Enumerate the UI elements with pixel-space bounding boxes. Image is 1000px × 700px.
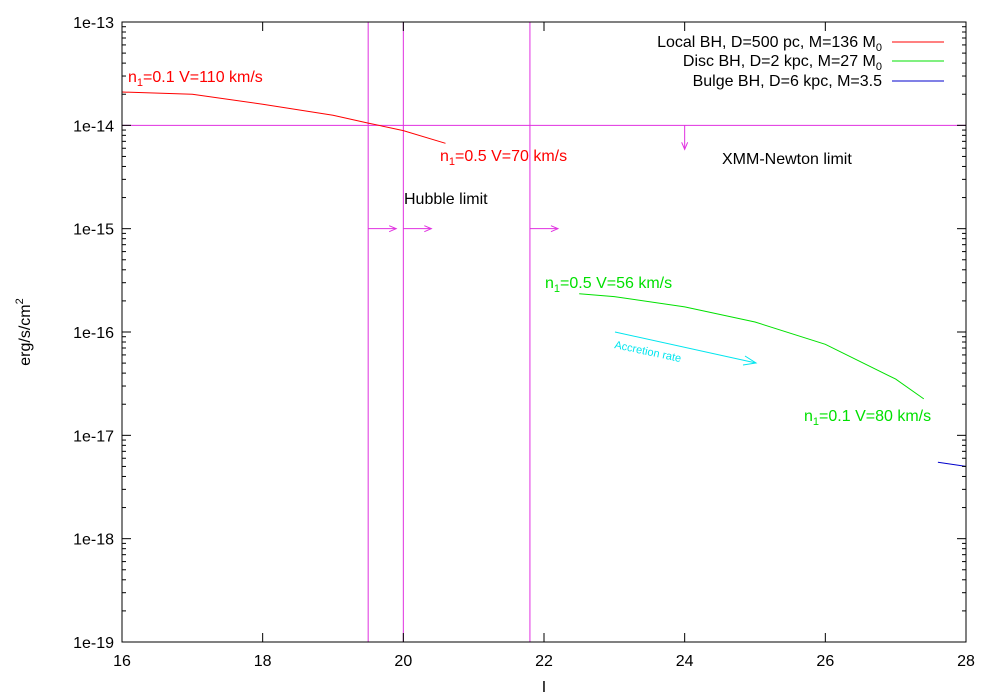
y-tick-label: 1e-19 [73,635,114,652]
annotation-local-end-n: n [440,148,449,165]
x-tick-label: 16 [113,653,131,670]
x-tick-label: 28 [957,653,975,670]
x-tick-label: 24 [676,653,694,670]
annotation-disc-start-sub: 1 [554,283,560,295]
annotation-disc-start-rest: =0.5 V=56 km/s [560,275,672,292]
legend-label-local-text: Local BH, D=500 pc, M=136 M [657,34,876,51]
annotation-disc-end: n1=0.1 V=80 km/s [804,408,931,428]
xmm-newton-limit-arrowhead [681,142,689,151]
legend-label-bulge: Bulge BH, D=6 kpc, M=3.5 [693,73,883,90]
legend-label-disc-text: Disc BH, D=2 kpc, M=27 M [683,53,876,70]
annotation-local-end-sub: 1 [449,156,455,168]
y-tick-label: 1e-14 [73,118,114,135]
xmm-newton-limit-label: XMM-Newton limit [722,151,852,168]
y-tick-label: 1e-15 [73,222,114,239]
x-tick-label: 18 [254,653,272,670]
y-axis-label-text: erg/s/cm [17,304,34,365]
accretion-rate-label: Accretion rate [613,339,682,365]
y-tick-label: 1e-18 [73,532,114,549]
hubble-limit-label: Hubble limit [404,191,488,208]
annotation-local-end-rest: =0.5 V=70 km/s [455,148,567,165]
hubble-limit-arrowhead [550,225,560,233]
axis-ticks: 16 18 20 22 24 26 28 1e-19 1e-18 1e-17 1e-16 1e-15 1… [73,15,975,670]
annotation-local-end: n1=0.5 V=70 km/s [440,148,567,168]
hubble-limit-arrowhead [388,225,398,233]
hubble-limit-arrowhead [424,225,433,233]
annotation-local-start-sub: 1 [137,77,143,89]
legend-label-local: Local BH, D=500 pc, M=136 M0 [657,34,882,54]
series-line-local-bh [121,91,446,144]
x-tick-label: 26 [816,653,834,670]
x-tick-label: 22 [535,653,553,670]
legend: Local BH, D=500 pc, M=136 M0 Disc BH, D=… [657,34,944,90]
y-axis-label-sup: 2 [14,298,26,304]
annotation-disc-end-n: n [804,408,813,425]
series-line-disc-bh [579,293,925,400]
series-lines [121,91,967,467]
y-axis-label: erg/s/cm2 [14,298,34,365]
accretion-rate-arrow-shaft [614,331,757,364]
annotation-local-start: n1=0.1 V=110 km/s [128,69,263,89]
annotation-disc-start-n: n [545,275,554,292]
annotation-disc-end-rest: =0.1 V=80 km/s [819,408,931,425]
accretion-rate-arrow-head [742,355,758,366]
x-axis-label: I [542,679,546,696]
legend-label-disc: Disc BH, D=2 kpc, M=27 M0 [683,53,882,73]
legend-label-disc-sub: 0 [876,61,882,73]
plot-frame [121,21,967,643]
annotation-local-start-n: n [128,69,137,86]
annotation-local-start-rest: =0.1 V=110 km/s [143,69,263,86]
annotation-disc-end-sub: 1 [813,416,819,428]
annotation-disc-start: n1=0.5 V=56 km/s [545,275,672,295]
y-tick-label: 1e-13 [73,15,114,32]
legend-label-local-sub: 0 [876,42,882,54]
x-tick-label: 20 [394,653,412,670]
y-tick-label: 1e-16 [73,325,114,342]
series-line-bulge-bh [937,461,967,467]
y-tick-label: 1e-17 [73,428,114,445]
accretion-rate-arrow [614,331,758,366]
limit-lines [122,22,966,642]
